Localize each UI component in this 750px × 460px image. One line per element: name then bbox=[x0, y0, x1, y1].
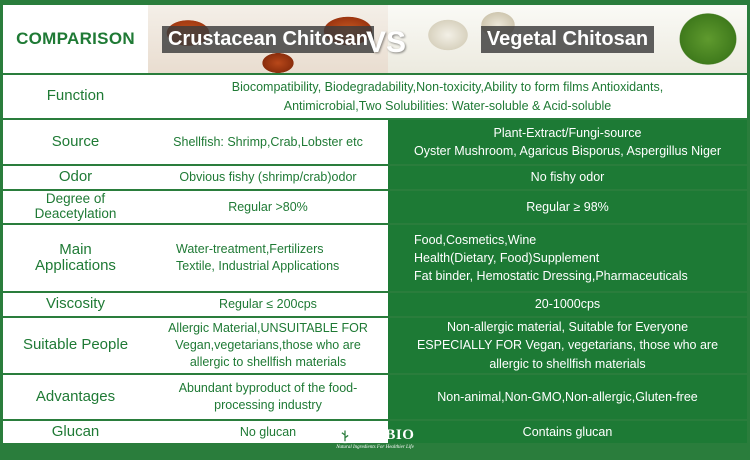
row-label-function: Function bbox=[3, 75, 148, 118]
crustacean-advantages-line: Abundant byproduct of the food- bbox=[178, 381, 358, 396]
vegetal-source-line: Plant-Extract/Fungi-source bbox=[493, 125, 642, 140]
crustacean-deacetylation: Regular >80% bbox=[148, 191, 388, 223]
applications-label-line: Applications bbox=[35, 257, 116, 274]
vegetal-applications-line: Fat binder, Hemostatic Dressing,Pharmace… bbox=[414, 269, 688, 284]
brand-tagline: Natural Ingredients For Healthier Life bbox=[336, 445, 414, 450]
function-text-line: Antimicrobial,Two Solubilities: Water-so… bbox=[283, 98, 612, 113]
comparison-heading: COMPARISON bbox=[3, 5, 148, 73]
row-label-deacetylation: Degree of Deacetylation bbox=[3, 191, 148, 223]
vegetal-people-line: ESPECIALLY FOR Vegan, vegetarians, those… bbox=[416, 338, 719, 353]
crustacean-people-line: Allergic Material,UNSUITABLE FOR bbox=[168, 321, 368, 336]
crustacean-applications-line: Textile, Industrial Applications bbox=[176, 259, 340, 273]
vegetal-people-line: allergic to shellfish materials bbox=[489, 356, 646, 371]
vegetal-glucan: Contains glucan bbox=[388, 421, 747, 443]
row-label-viscosity: Viscosity bbox=[3, 293, 148, 316]
vegetal-header: Vegetal Chitosan bbox=[388, 5, 747, 73]
brand-logo: CHIBIO Natural Ingredients For Healthier… bbox=[0, 426, 750, 451]
vegetal-viscosity: 20-1000cps bbox=[388, 293, 747, 316]
crustacean-applications: Water-treatment,Fertilizers Textile, Ind… bbox=[148, 225, 388, 291]
vegetal-applications-line: Food,Cosmetics,Wine bbox=[414, 232, 537, 247]
row-label-source: Source bbox=[3, 120, 148, 164]
deacetylation-label-line: Degree of bbox=[45, 191, 106, 207]
vegetal-odor: No fishy odor bbox=[388, 166, 747, 189]
crustacean-advantages: Abundant byproduct of the food- processi… bbox=[148, 375, 388, 419]
vegetal-source: Plant-Extract/Fungi-source Oyster Mushro… bbox=[388, 120, 747, 164]
crustacean-title: Crustacean Chitosan bbox=[161, 25, 375, 53]
deacetylation-label-line: Deacetylation bbox=[34, 206, 117, 221]
function-text-line: Biocompatibility, Biodegradability,Non-t… bbox=[231, 80, 664, 95]
brand-name: CHIBIO bbox=[355, 426, 415, 443]
crustacean-source: Shellfish: Shrimp,Crab,Lobster etc bbox=[148, 120, 388, 164]
row-label-advantages: Advantages bbox=[3, 375, 148, 419]
vegetal-title: Vegetal Chitosan bbox=[480, 25, 655, 53]
vegetal-advantages: Non-animal,Non-GMO,Non-allergic,Gluten-f… bbox=[388, 375, 747, 419]
function-cell: Biocompatibility, Biodegradability,Non-t… bbox=[148, 75, 747, 118]
row-label-applications: Main Applications bbox=[3, 225, 148, 291]
crustacean-viscosity: Regular ≤ 200cps bbox=[148, 293, 388, 316]
crustacean-header: Crustacean Chitosan bbox=[148, 5, 388, 73]
crustacean-applications-line: Water-treatment,Fertilizers bbox=[176, 242, 324, 257]
leaf-logo-icon bbox=[338, 426, 351, 444]
crustacean-suitable-people: Allergic Material,UNSUITABLE FOR Vegan,v… bbox=[148, 318, 388, 373]
vegetal-applications: Food,Cosmetics,Wine Health(Dietary, Food… bbox=[388, 225, 747, 291]
crustacean-odor: Obvious fishy (shrimp/crab)odor bbox=[148, 166, 388, 189]
vegetal-people-line: Non-allergic material, Suitable for Ever… bbox=[446, 320, 689, 335]
row-label-odor: Odor bbox=[3, 166, 148, 189]
comparison-table: COMPARISON Crustacean Chitosan Vegetal C… bbox=[3, 5, 747, 443]
row-label-glucan: Glucan bbox=[3, 421, 148, 443]
vs-label: VS bbox=[365, 26, 407, 59]
applications-label-line: Main bbox=[59, 240, 92, 258]
row-label-suitable-people: Suitable People bbox=[3, 318, 148, 373]
crustacean-advantages-line: processing industry bbox=[214, 398, 322, 412]
crustacean-people-line: Vegan,vegetarians,those who are bbox=[175, 338, 361, 353]
crustacean-people-line: allergic to shellfish materials bbox=[189, 354, 347, 369]
vegetal-suitable-people: Non-allergic material, Suitable for Ever… bbox=[388, 318, 747, 373]
vegetal-applications-line: Health(Dietary, Food)Supplement bbox=[414, 250, 600, 265]
vegetal-source-line: Oyster Mushroom, Agaricus Bisporus, Aspe… bbox=[413, 144, 722, 158]
crustacean-glucan: No glucan bbox=[148, 421, 388, 443]
vegetal-deacetylation: Regular ≥ 98% bbox=[388, 191, 747, 223]
